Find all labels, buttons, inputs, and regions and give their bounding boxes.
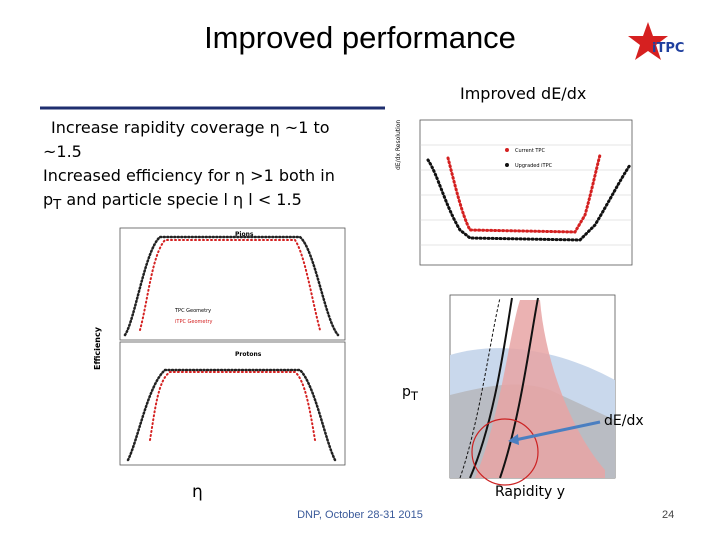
band-red xyxy=(475,300,605,478)
bullet-text: and particle specie l η l < 1.5 xyxy=(61,190,302,209)
arrow-head xyxy=(508,434,519,445)
subtitle: Improved dE/dx xyxy=(460,84,587,103)
label-text: p xyxy=(402,384,411,400)
current-curve xyxy=(426,158,632,242)
subscript: T xyxy=(53,198,62,214)
legend-label: iTPC Geometry xyxy=(175,319,213,325)
plot-frame xyxy=(119,341,346,466)
boundary xyxy=(459,297,501,479)
subscript: T xyxy=(410,388,419,403)
slide-title: Improved performance xyxy=(204,20,516,55)
bullet: Increase rapidity coverage η ~1 to ~1.5 xyxy=(43,118,330,161)
legend-marker xyxy=(505,148,509,152)
pt-label: pT xyxy=(402,384,418,403)
legend-label: Upgraded iTPC xyxy=(515,163,553,169)
rapidity-label: Rapidity y xyxy=(495,484,566,500)
logo-star xyxy=(628,22,668,60)
highlight-circle xyxy=(471,418,539,486)
bullet: Increased efficiency for η >1 both in pT… xyxy=(43,164,343,218)
pion-curve-itpc xyxy=(139,239,321,331)
bullet-list: Increase rapidity coverage η ~1 to ~1.5 … xyxy=(43,116,343,219)
boundary xyxy=(499,297,539,479)
legend-label: Current TPC xyxy=(515,148,545,154)
dedx-label: dE/dx xyxy=(604,413,644,429)
upgraded-curve xyxy=(446,153,602,234)
footer: DNP, October 28-31 2015 xyxy=(297,509,423,521)
plot-frame xyxy=(419,119,633,266)
bullet-text: Increased efficiency for η >1 both in p xyxy=(43,166,335,209)
panel-label: Protons xyxy=(235,351,262,358)
page-number: 24 xyxy=(662,509,675,521)
plot-frame xyxy=(119,227,346,341)
boundary xyxy=(469,297,513,479)
panel-label: Pions xyxy=(235,231,254,238)
eta-label: η xyxy=(192,482,203,502)
legend-marker xyxy=(505,163,509,167)
arrow xyxy=(514,420,601,442)
legend-label: TPC Geometry xyxy=(174,308,211,314)
logo-text: iTPC xyxy=(652,41,684,56)
axis-label: Efficiency xyxy=(93,326,102,370)
proton-curve xyxy=(126,368,337,462)
plot-bg xyxy=(385,112,643,275)
axis-label: dE/dx Resolution xyxy=(395,120,402,170)
pion-curve xyxy=(123,235,340,337)
proton-curve-itpc xyxy=(149,371,316,441)
